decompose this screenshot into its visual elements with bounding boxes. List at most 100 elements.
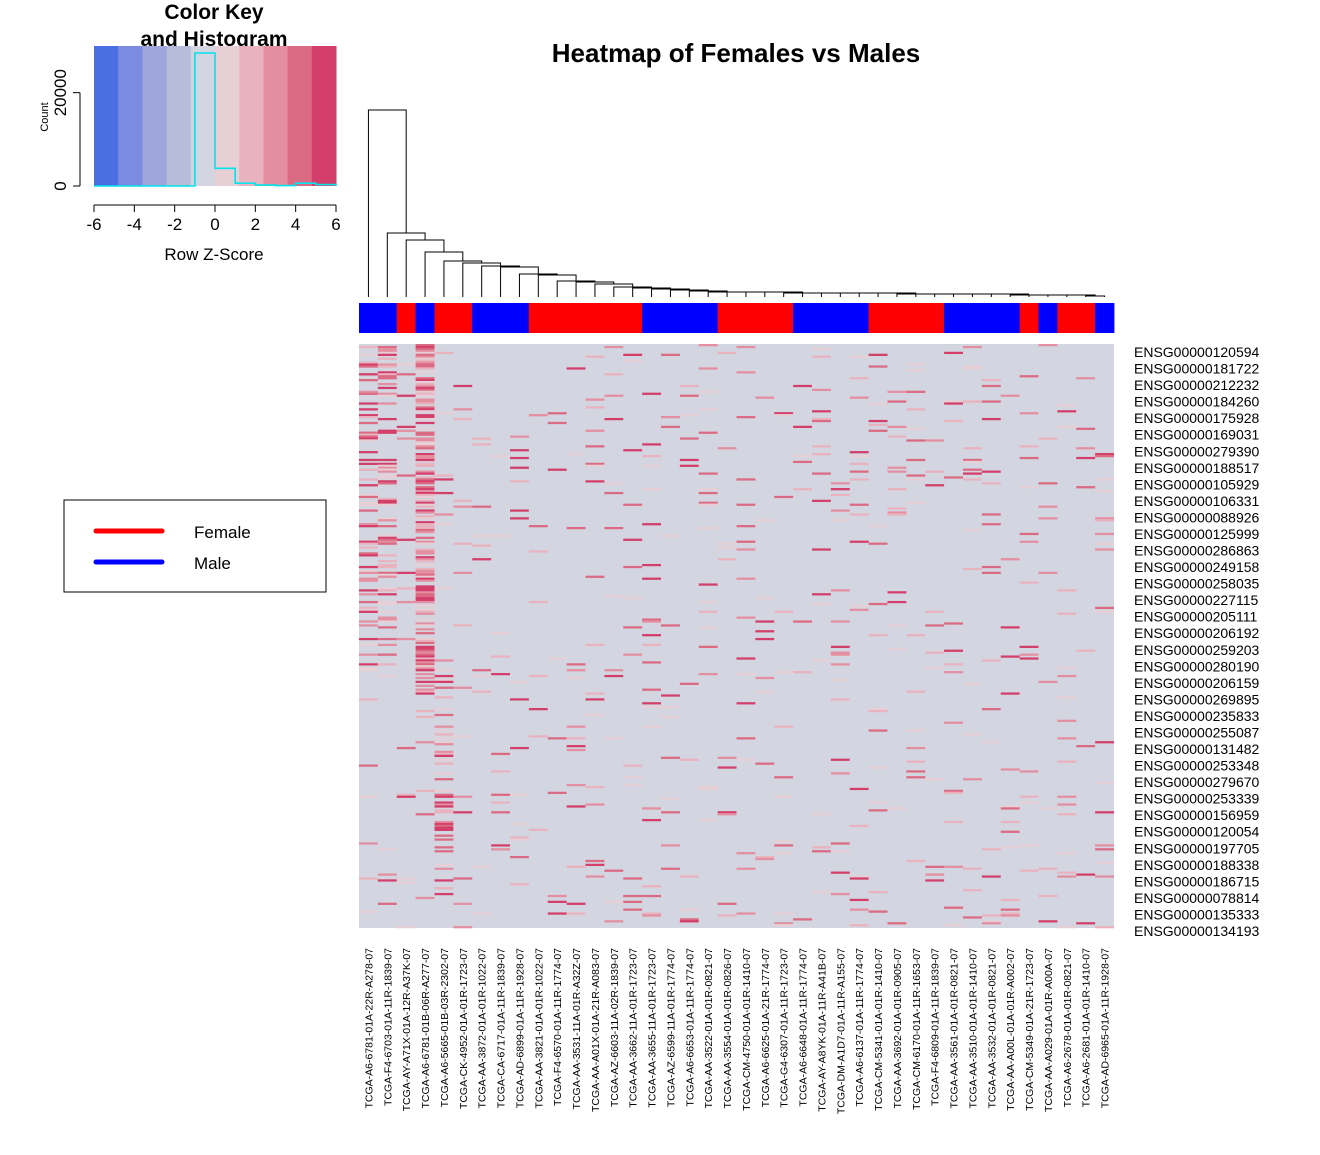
heatmap-cell [359, 552, 378, 555]
heatmap-cell [868, 634, 888, 637]
heatmap-cell [887, 591, 907, 594]
heatmap-cell [736, 525, 756, 528]
heatmap-cell [415, 447, 435, 450]
heatmap-cell [1057, 404, 1077, 407]
dendrogram-link [1085, 295, 1106, 297]
heatmap-cell [415, 384, 435, 388]
heatmap-cell [434, 708, 454, 711]
gene-label: ENSG00000253339 [1134, 791, 1260, 807]
heatmap-cell [396, 425, 416, 429]
heatmap-cell [1038, 571, 1058, 575]
heatmap-cell [434, 822, 454, 826]
heatmap-cell [415, 587, 435, 590]
heatmap-cell [377, 480, 397, 483]
heatmap-cell [849, 604, 869, 608]
heatmap-cell [963, 528, 982, 532]
heatmap-cell [717, 811, 737, 814]
legend-label-female: Female [194, 523, 251, 542]
heatmap-cell [604, 869, 624, 872]
heatmap-cell [528, 525, 548, 528]
heatmap-cell [623, 764, 643, 767]
sample-label: TCGA-AA-3821-01A-01R-1022-07 [533, 948, 545, 1109]
heatmap-cell [812, 388, 831, 392]
heatmap-cell [434, 824, 454, 828]
heatmap-cell [359, 593, 378, 596]
heatmap-cell [679, 920, 699, 923]
heatmap-cell [566, 748, 586, 752]
heatmap-cell [679, 875, 699, 878]
heatmap-cell [415, 595, 435, 598]
heatmap-cell [415, 464, 435, 467]
heatmap-cell [1000, 805, 1020, 808]
heatmap-cell [963, 778, 982, 781]
heatmap-cell [359, 663, 378, 666]
color-key-band [311, 46, 337, 186]
heatmap-cell [755, 620, 775, 623]
heatmap-cell [849, 513, 869, 516]
heatmap-cell [453, 735, 473, 738]
heatmap-cell [1057, 696, 1077, 699]
heatmap-cell [642, 392, 661, 395]
gene-label: ENSG00000188517 [1134, 460, 1260, 476]
heatmap-cell [623, 776, 643, 779]
heatmap-cell [415, 659, 435, 662]
heatmap-cell [585, 713, 605, 717]
heatmap-cell [359, 462, 378, 465]
heatmap-cell [415, 641, 435, 645]
heatmap-cell [415, 528, 435, 532]
heatmap-cell [925, 484, 945, 487]
heatmap-cell [415, 663, 435, 666]
heatmap-cell [868, 766, 888, 769]
heatmap-cell [906, 427, 926, 430]
heatmap-cell [849, 540, 869, 543]
heatmap-cell [774, 924, 794, 927]
column-side-color [510, 303, 530, 333]
heatmap-cell [793, 620, 812, 623]
heatmap-cell [415, 511, 435, 514]
color-key-xtick: 6 [331, 215, 340, 234]
heatmap-cell [434, 669, 454, 672]
heatmap-cell [434, 713, 454, 717]
heatmap-cell [359, 501, 378, 504]
dendrogram-link [896, 293, 935, 297]
column-side-color [1038, 303, 1058, 333]
gene-label: ENSG00000131482 [1134, 741, 1260, 757]
dendrogram-link [1009, 294, 1047, 297]
column-side-color [566, 303, 586, 333]
column-side-color [415, 303, 435, 333]
heatmap-cell [415, 672, 435, 676]
heatmap-cell [510, 855, 529, 859]
heatmap-cell [812, 593, 831, 596]
heatmap-cell [812, 419, 831, 423]
heatmap-cell [453, 505, 473, 508]
heatmap-cell [717, 914, 737, 917]
heatmap-cell [415, 575, 435, 578]
heatmap-cell [415, 458, 435, 462]
heatmap-cell [415, 597, 435, 600]
heatmap-cell [396, 926, 416, 929]
heatmap-cell [1095, 532, 1114, 536]
heatmap-cell [377, 602, 397, 606]
heatmap-cell [698, 610, 718, 613]
heatmap-cell [415, 526, 435, 530]
heatmap-cell [415, 525, 435, 528]
heatmap-cell [1095, 454, 1114, 458]
heatmap-cell [642, 488, 661, 491]
heatmap-cell [415, 486, 435, 489]
heatmap-cell [944, 906, 963, 909]
heatmap-cell [585, 785, 605, 789]
heatmap-cell [585, 355, 605, 358]
heatmap-cell [981, 384, 1001, 388]
heatmap-cell [736, 657, 756, 660]
heatmap-cell [415, 632, 435, 635]
heatmap-cell [849, 470, 869, 473]
heatmap-cell [566, 865, 586, 868]
heatmap-cell [415, 600, 435, 604]
heatmap-cell [359, 439, 378, 442]
gene-label: ENSG00000280190 [1134, 658, 1260, 674]
heatmap-cell [1095, 517, 1114, 520]
heatmap-cell [1019, 770, 1039, 773]
heatmap-cell [698, 431, 718, 434]
heatmap-cell [415, 361, 435, 364]
heatmap-cell [434, 805, 454, 808]
